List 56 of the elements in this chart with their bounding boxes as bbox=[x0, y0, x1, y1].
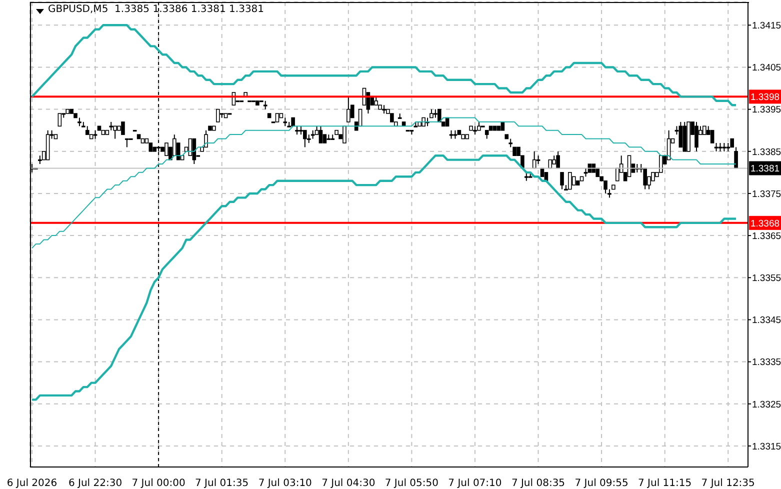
candlestick bbox=[694, 121, 698, 152]
candlestick bbox=[615, 168, 620, 182]
y-tick-label: 1.3345 bbox=[752, 315, 781, 326]
candlestick bbox=[710, 130, 714, 144]
y-tick-label: 1.3365 bbox=[752, 230, 781, 242]
ref-line-label: 1.3398 bbox=[750, 92, 780, 104]
y-tick-label: 1.3355 bbox=[752, 273, 781, 284]
y-tick-label: 1.3375 bbox=[752, 188, 781, 200]
x-tick-label: 7 Jul 11:15 bbox=[638, 478, 692, 489]
candlestick bbox=[398, 113, 402, 119]
x-tick-label: 6 Jul 2026 bbox=[6, 478, 58, 489]
candlestick bbox=[204, 130, 208, 148]
x-tick-label: 7 Jul 01:35 bbox=[195, 478, 249, 489]
ref-line-label: 1.3368 bbox=[750, 218, 780, 230]
candlestick bbox=[556, 150, 560, 169]
x-tick-label: 7 Jul 03:10 bbox=[258, 478, 312, 489]
x-tick-label: 7 Jul 05:50 bbox=[384, 478, 438, 489]
x-tick-label: 7 Jul 12:35 bbox=[701, 478, 755, 489]
candlestick bbox=[303, 130, 307, 148]
y-tick-label: 1.3315 bbox=[752, 441, 781, 452]
candlestick bbox=[437, 108, 442, 122]
y-tick-label: 1.3405 bbox=[752, 62, 781, 74]
candlestick bbox=[113, 126, 117, 140]
candlestick bbox=[318, 126, 323, 144]
candlestick bbox=[627, 155, 632, 178]
x-tick-label: 7 Jul 08:35 bbox=[511, 478, 566, 489]
y-tick-label: 1.3385 bbox=[752, 146, 781, 158]
candlestick bbox=[342, 126, 346, 144]
x-tick-label: 7 Jul 07:10 bbox=[448, 478, 502, 489]
candlestick bbox=[121, 122, 125, 135]
x-tick-label: 7 Jul 00:00 bbox=[132, 478, 186, 489]
candlestick bbox=[604, 180, 608, 194]
candlestick bbox=[326, 134, 331, 140]
line-series bbox=[31, 117, 737, 249]
y-tick-label: 1.3415 bbox=[752, 20, 781, 32]
x-tick-label: 7 Jul 09:55 bbox=[574, 478, 628, 489]
y-tick-label: 1.3335 bbox=[752, 357, 781, 368]
candlestick bbox=[358, 108, 362, 127]
candlestick bbox=[216, 108, 220, 122]
x-tick-label: 6 Jul 22:30 bbox=[68, 478, 122, 489]
candlestick bbox=[678, 121, 683, 148]
line-series bbox=[30, 24, 738, 106]
y-tick-label: 1.3395 bbox=[752, 104, 781, 116]
ref-line-label: 1.3381 bbox=[750, 164, 780, 175]
candlestick bbox=[164, 142, 168, 156]
candlestick bbox=[560, 172, 564, 190]
candlestick bbox=[568, 172, 572, 190]
x-tick-label: 7 Jul 04:30 bbox=[322, 478, 376, 489]
candlestick bbox=[172, 134, 176, 156]
candlestick bbox=[330, 134, 335, 140]
y-tick-label: 1.3325 bbox=[752, 399, 781, 410]
chart-title: GBPUSD,M5 1.3385 1.3386 1.3381 1.3381 bbox=[48, 4, 264, 15]
candlestick bbox=[346, 96, 350, 122]
line-series bbox=[30, 154, 738, 401]
candlestick bbox=[643, 168, 647, 190]
candlestick bbox=[58, 113, 62, 127]
